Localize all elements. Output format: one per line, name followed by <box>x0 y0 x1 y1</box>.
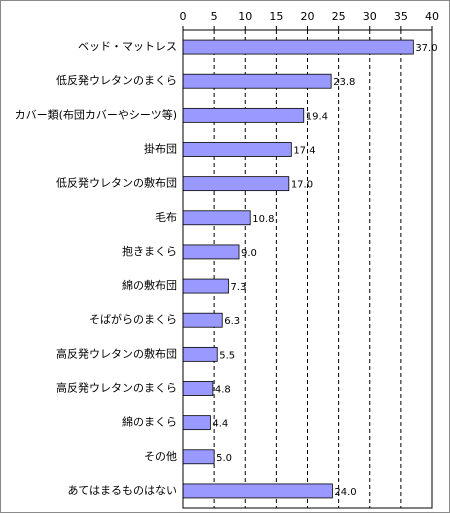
bar <box>182 312 223 328</box>
y-tick-label: 綿の敷布団 <box>122 278 177 292</box>
y-tick-label: 掛布団 <box>144 142 177 156</box>
value-label: 5.0 <box>216 453 232 464</box>
y-tick-label: 低反発ウレタンのまくら <box>56 73 177 87</box>
value-label: 10.8 <box>252 214 274 225</box>
x-tick-label: 5 <box>211 10 218 23</box>
value-label: 24.0 <box>334 487 356 498</box>
value-label: 4.8 <box>215 385 231 396</box>
value-label: 17.0 <box>291 180 313 191</box>
bar <box>182 142 292 157</box>
x-tick-label: 20 <box>301 10 315 23</box>
y-tick-label: カバー類(布団カバーやシーツ等) <box>15 107 177 121</box>
value-label: 6.3 <box>224 316 240 327</box>
y-tick-label: ベッド・マットレス <box>78 40 177 53</box>
bar <box>182 73 332 89</box>
y-tick-label: 高反発ウレタンの敷布団 <box>56 346 177 360</box>
bar <box>182 415 211 431</box>
bar <box>182 278 229 294</box>
value-label: 9.0 <box>241 248 257 259</box>
bar <box>182 346 218 362</box>
x-tick-label: 15 <box>269 10 283 23</box>
x-tick-label: 10 <box>238 10 252 23</box>
x-tick-label: 35 <box>394 10 408 23</box>
bar <box>182 107 305 123</box>
value-label: 23.8 <box>333 77 355 88</box>
value-label: 4.4 <box>212 419 228 430</box>
x-tick-label: 30 <box>363 10 377 23</box>
x-tick-label: 40 <box>425 10 439 23</box>
bar <box>182 244 240 260</box>
y-tick-label: 綿のまくら <box>122 415 177 429</box>
bar <box>182 176 290 192</box>
y-tick-label: その他 <box>144 450 177 463</box>
y-tick-label: 抱きまくら <box>122 244 177 258</box>
value-label: 19.4 <box>306 111 328 122</box>
y-tick-label: 低反発ウレタンの敷布団 <box>56 176 177 190</box>
y-tick-label: そばがらのまくら <box>89 312 177 326</box>
bar <box>182 483 333 499</box>
bar <box>182 210 251 226</box>
value-label: 17.4 <box>293 146 315 157</box>
bar <box>182 449 215 465</box>
plot-area <box>182 29 433 509</box>
y-tick-label: あてはまるものはない <box>67 484 177 497</box>
bar <box>182 39 414 55</box>
x-tick-label: 25 <box>332 10 346 23</box>
x-tick-label: 0 <box>180 10 187 23</box>
value-label: 37.0 <box>415 43 437 54</box>
value-label: 5.5 <box>219 350 235 361</box>
y-tick-label: 毛布 <box>155 211 177 224</box>
y-tick-label: 高反発ウレタンのまくら <box>56 381 177 395</box>
value-label: 7.3 <box>230 282 246 293</box>
bar <box>182 381 214 396</box>
